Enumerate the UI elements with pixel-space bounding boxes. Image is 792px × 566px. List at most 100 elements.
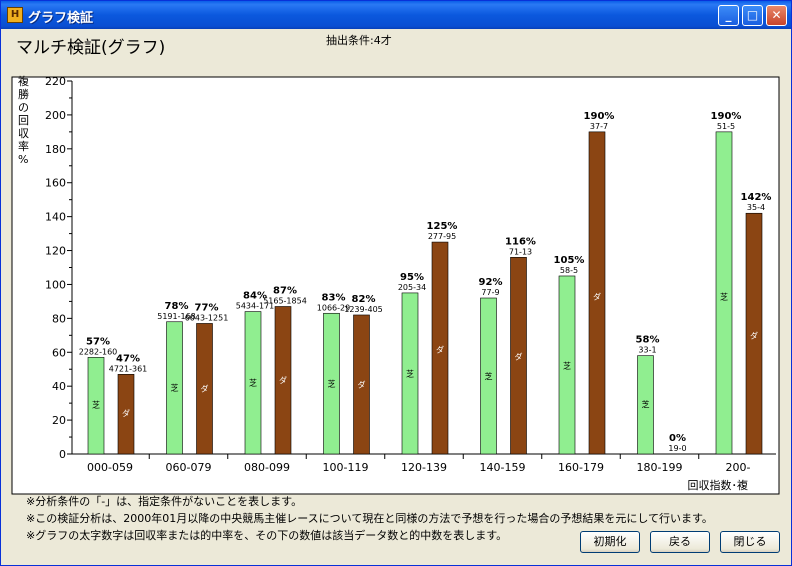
y-tick-label: 120: [45, 245, 66, 258]
close-window-button[interactable]: ✕: [766, 5, 787, 26]
count-label: 5434-171: [236, 302, 275, 311]
bar-surface-label: ダ: [122, 408, 130, 418]
bar: [637, 355, 654, 455]
data-label: 190%: [584, 111, 615, 122]
bar: [117, 374, 135, 455]
y-axis-label: 複勝の回収率%: [18, 74, 29, 166]
bar-surface-label: 芝: [485, 371, 493, 381]
count-label: 19-0: [668, 444, 686, 453]
data-label: 92%: [479, 277, 503, 288]
bar: [431, 241, 449, 455]
minimize-button[interactable]: _: [718, 5, 739, 26]
reset-button[interactable]: 初期化: [580, 531, 640, 553]
y-tick-label: 40: [52, 380, 66, 393]
count-label: 37-7: [590, 122, 608, 131]
close-button[interactable]: 閉じる: [720, 531, 780, 553]
y-tick-label: 100: [45, 278, 66, 291]
bar: [401, 292, 419, 455]
page-title: マルチ検証(グラフ): [16, 38, 166, 58]
count-label: 1239-405: [344, 305, 383, 314]
y-tick-label: 160: [45, 177, 66, 190]
count-label: 77-9: [481, 288, 499, 297]
back-button[interactable]: 戻る: [650, 531, 710, 553]
y-tick-label: 140: [45, 211, 66, 224]
bar-surface-label: ダ: [201, 383, 209, 393]
bar-surface-label: 芝: [92, 400, 100, 410]
x-tick-label: 080-099: [244, 461, 290, 474]
y-tick-label: 80: [52, 312, 66, 325]
bar: [558, 275, 576, 455]
data-label: 190%: [711, 111, 742, 122]
bar: [715, 131, 733, 455]
count-label: 1066-29: [317, 303, 350, 312]
y-axis-label-char: 回: [18, 114, 29, 127]
y-axis-label-char: の: [18, 101, 29, 114]
data-label: 77%: [195, 302, 219, 313]
data-label: 87%: [273, 285, 297, 296]
x-tick-label: 100-119: [323, 461, 369, 474]
data-label: 78%: [165, 301, 189, 312]
bar: [196, 323, 213, 455]
bar-surface-label: ダ: [436, 344, 444, 354]
y-axis-label-char: 複: [18, 74, 29, 88]
count-label: 2282-160: [79, 347, 118, 356]
note-line: ※グラフの太字数字は回収率または的中率を、その下の数値は該当データ数と的中数を表…: [26, 529, 508, 542]
bar: [480, 297, 497, 455]
count-label: 35-4: [747, 203, 765, 212]
bar-chart: 複勝の回収率% 回収指数･複 0 20 40 60 80 100 120 140 160 180 2…: [11, 74, 780, 495]
bar-surface-label: 芝: [563, 361, 571, 371]
bar: [510, 257, 527, 455]
x-tick-label: 140-159: [480, 461, 526, 474]
bar-surface-label: ダ: [593, 291, 601, 301]
bar-surface-label: 芝: [720, 291, 728, 301]
bar-surface-label: ダ: [750, 330, 758, 340]
x-tick-label: 060-079: [166, 461, 212, 474]
count-label: 5165-1854: [263, 296, 307, 305]
x-tick-label: 180-199: [637, 461, 683, 474]
data-label: 0%: [669, 433, 686, 444]
bar-surface-label: ダ: [515, 352, 523, 362]
bar: [588, 131, 606, 455]
x-tick-label: 000-059: [87, 461, 133, 474]
bar: [745, 212, 763, 455]
y-tick-label: 200: [45, 109, 66, 122]
bar-surface-label: 芝: [406, 369, 414, 379]
bar-surface-label: 芝: [171, 383, 179, 393]
x-tick-label: 120-139: [401, 461, 447, 474]
bar: [244, 311, 262, 455]
count-label: 71-13: [509, 247, 532, 256]
bar: [274, 306, 292, 455]
notes: ※分析条件の「-」は、指定条件がないことを表します。 ※この検証分析は、2000…: [26, 493, 713, 544]
data-label: 82%: [352, 294, 376, 305]
y-axis-label-char: %: [18, 153, 28, 166]
count-label: 58-5: [560, 266, 578, 275]
count-label: 4721-361: [109, 364, 148, 373]
bar: [166, 321, 183, 455]
main-content: マルチ検証(グラフ) 抽出条件:4才 複勝の回収率% 回収指数･複 0 20 40 6…: [4, 29, 788, 562]
note-line: ※分析条件の「-」は、指定条件がないことを表します。: [26, 495, 303, 508]
x-tick-label: 200-: [726, 461, 751, 474]
data-label: 83%: [322, 292, 346, 303]
data-label: 57%: [86, 336, 110, 347]
extraction-condition: 抽出条件:4才: [326, 34, 392, 47]
count-label: 5191-168: [157, 312, 196, 321]
count-label: 205-34: [398, 283, 426, 292]
bar-surface-label: 芝: [642, 399, 650, 409]
data-label: 116%: [505, 236, 536, 247]
y-tick-label: 20: [52, 414, 66, 427]
title-bar[interactable]: H グラフ検証 _ □ ✕: [1, 1, 791, 29]
count-label: 51-5: [717, 122, 735, 131]
data-label: 84%: [243, 291, 267, 302]
count-label: 33-1: [638, 346, 656, 355]
note-line: ※この検証分析は、2000年01月以降の中央競馬主催レースについて現在と同様の方…: [26, 512, 713, 525]
bar-surface-label: 芝: [328, 378, 336, 388]
data-label: 95%: [400, 272, 424, 283]
count-label: 277-95: [428, 232, 456, 241]
y-axis-label-char: 収: [18, 127, 29, 140]
y-tick-label: 180: [45, 143, 66, 156]
bar-surface-label: ダ: [279, 375, 287, 385]
data-label: 125%: [427, 221, 458, 232]
maximize-button[interactable]: □: [742, 5, 763, 26]
bar-surface-label: 芝: [249, 378, 257, 388]
bar-surface-label: ダ: [358, 379, 366, 389]
